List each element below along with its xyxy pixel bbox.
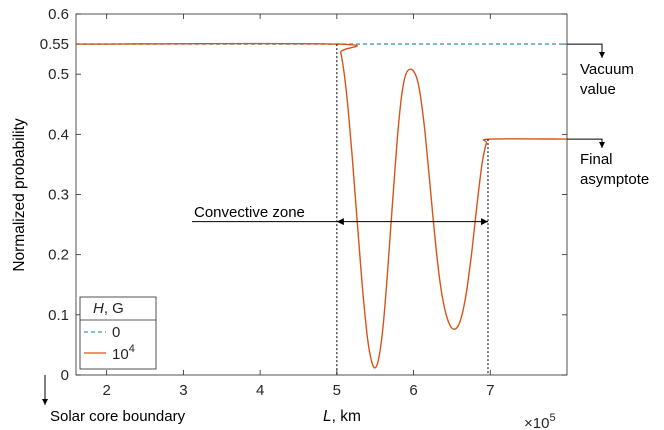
solar-core-label: Solar core boundary [50, 408, 186, 425]
x-tick-label-5: 7 [486, 382, 494, 399]
vacuum-arrowhead [599, 52, 605, 58]
x-tick-label-4: 6 [409, 382, 417, 399]
y-axis-label: Normalized probability [11, 118, 28, 272]
y-tick-label-0: 0 [61, 367, 69, 384]
vacuum-label: Vacuum [580, 61, 634, 78]
boundary-markers [336, 44, 489, 375]
series-line-1 [75, 42, 568, 369]
axis-ticks: 2 3 4 5 6 7 0 0.1 0.2 0.3 0.4 0.5 0.55 0.6 [40, 6, 567, 399]
x-axis-multiplier: ×105 [524, 412, 556, 430]
vacuum-label-2: value [580, 81, 616, 98]
convective-arrowhead-left [336, 218, 344, 226]
y-tick-label-6: 0.55 [40, 36, 69, 53]
x-tick-label-1: 3 [179, 382, 187, 399]
y-tick-label-5: 0.5 [48, 66, 69, 83]
vacuum-arrow [567, 43, 603, 58]
final-label-2: asymptote [580, 171, 649, 188]
legend: H, G 0 104 [79, 296, 157, 370]
x-tick-label-0: 2 [103, 382, 111, 399]
legend-box [79, 296, 157, 370]
series-group [75, 42, 568, 369]
annotations [42, 43, 605, 405]
final-arrowhead [599, 142, 605, 148]
y-tick-label-4: 0.4 [48, 126, 69, 143]
legend-label-0: 0 [112, 324, 120, 341]
x-axis-label: L, km [323, 408, 361, 425]
x-tick-label-3: 5 [333, 382, 341, 399]
y-tick-label-3: 0.3 [48, 187, 69, 204]
final-label: Final [580, 151, 613, 168]
y-tick-label-7: 0.6 [48, 6, 69, 23]
y-tick-label-2: 0.2 [48, 247, 69, 264]
final-arrow [567, 138, 603, 148]
convective-arrowhead-right [480, 218, 488, 226]
legend-label-1: 104 [112, 343, 135, 363]
convective-zone-label: Convective zone [194, 204, 305, 221]
plot-area [75, 13, 568, 376]
x-tick-label-2: 4 [256, 382, 264, 399]
core-arrowhead [42, 399, 48, 405]
y-tick-label-1: 0.1 [48, 307, 69, 324]
legend-title: H, G [93, 300, 124, 317]
